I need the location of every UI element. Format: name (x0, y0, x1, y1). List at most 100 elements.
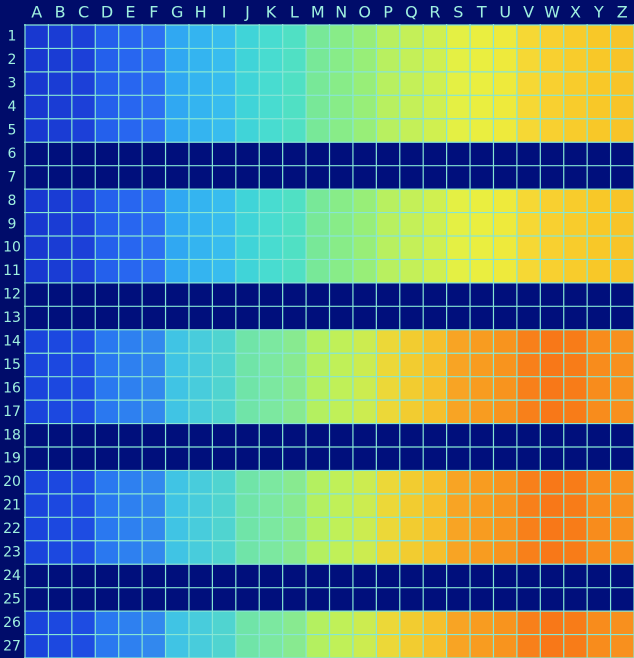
well (212, 95, 236, 119)
well (587, 540, 611, 565)
well (399, 587, 424, 612)
well (493, 25, 517, 49)
well (516, 306, 541, 330)
well (587, 142, 611, 166)
well (376, 400, 400, 424)
row-label: 10 (3, 240, 21, 256)
well (423, 142, 447, 166)
well (540, 540, 564, 565)
well (493, 634, 517, 658)
well (306, 423, 330, 447)
well (306, 447, 330, 471)
well (306, 400, 330, 424)
well (493, 423, 517, 447)
well (423, 95, 447, 119)
well (399, 48, 424, 72)
well (282, 165, 307, 190)
well (423, 212, 447, 236)
well (259, 564, 283, 588)
well (470, 517, 494, 541)
well (329, 25, 353, 49)
well (399, 329, 424, 354)
well (235, 493, 260, 518)
column-label: N (335, 3, 347, 22)
well (329, 447, 353, 471)
row-label: 26 (3, 615, 21, 631)
well (118, 142, 143, 166)
well (71, 540, 96, 565)
well (259, 447, 283, 471)
well (48, 282, 72, 307)
well (95, 611, 119, 635)
well (352, 48, 377, 72)
well (142, 634, 166, 658)
well (282, 259, 307, 283)
well (142, 587, 166, 612)
well (188, 517, 213, 541)
well (142, 118, 166, 143)
well (165, 634, 189, 658)
well (142, 353, 166, 377)
well (165, 376, 189, 401)
well (212, 611, 236, 635)
well (282, 423, 307, 447)
well (212, 447, 236, 471)
well (446, 282, 471, 307)
well (399, 376, 424, 401)
well (306, 564, 330, 588)
well (423, 376, 447, 401)
well (446, 71, 471, 96)
well (610, 470, 634, 494)
well (188, 587, 213, 612)
well (212, 48, 236, 72)
well (470, 540, 494, 565)
row-label: 17 (3, 404, 21, 420)
well (446, 189, 471, 213)
well (493, 493, 517, 518)
well (25, 517, 49, 541)
well (95, 48, 119, 72)
well (25, 376, 49, 401)
well (399, 259, 424, 283)
well (423, 236, 447, 260)
well (142, 259, 166, 283)
well (587, 71, 611, 96)
well (48, 95, 72, 119)
well (470, 165, 494, 190)
well (212, 71, 236, 96)
column-label: V (523, 3, 534, 22)
well (352, 587, 377, 612)
well (282, 118, 307, 143)
well (446, 353, 471, 377)
well (329, 329, 353, 354)
well (563, 470, 588, 494)
well (610, 236, 634, 260)
well (188, 611, 213, 635)
well (587, 611, 611, 635)
well (587, 306, 611, 330)
well (282, 493, 307, 518)
row-label: 9 (8, 216, 17, 232)
well (142, 493, 166, 518)
well (188, 189, 213, 213)
row-label: 11 (3, 263, 21, 279)
well (95, 118, 119, 143)
well (48, 400, 72, 424)
well (399, 470, 424, 494)
well (563, 376, 588, 401)
well (423, 71, 447, 96)
well (493, 118, 517, 143)
well (587, 400, 611, 424)
row-label: 12 (3, 287, 21, 303)
well (352, 118, 377, 143)
well (118, 71, 143, 96)
well (399, 189, 424, 213)
well (470, 25, 494, 49)
well (48, 470, 72, 494)
well (470, 611, 494, 635)
well (212, 282, 236, 307)
well (587, 447, 611, 471)
well (587, 95, 611, 119)
well (376, 493, 400, 518)
well (610, 587, 634, 612)
